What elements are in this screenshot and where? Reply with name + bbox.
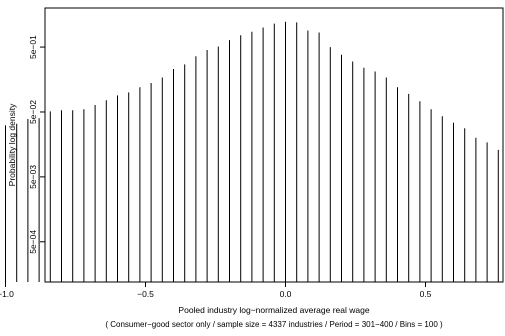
- y-axis-label: Probability log density: [7, 103, 17, 186]
- bars-group: [5, 21, 499, 282]
- x-tick-label: 0.0: [280, 289, 292, 299]
- x-tick-label: 0.5: [420, 289, 432, 299]
- y-tick-label: 5e−01: [28, 35, 38, 59]
- y-tick-label: 5e−02: [28, 100, 38, 124]
- x-axis-label: Pooled industry log−normalized average r…: [178, 305, 369, 315]
- y-axis: 5e−04 5e−03 5e−02 5e−01: [28, 35, 45, 254]
- x-tick-label: −1.0: [0, 289, 14, 299]
- x-axis: −1.5−1.0−0.50.00.51.01.5: [0, 282, 432, 299]
- x-tick-label: −0.5: [137, 289, 154, 299]
- y-tick-label: 5e−04: [28, 230, 38, 254]
- chart-subtitle: ( Consumer−good sector only / sample siz…: [105, 320, 443, 329]
- y-tick-label: 5e−03: [28, 165, 38, 189]
